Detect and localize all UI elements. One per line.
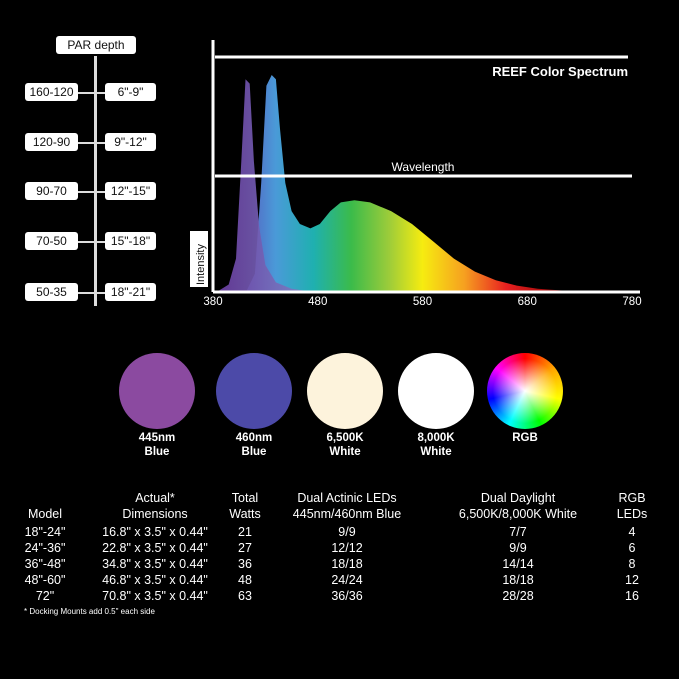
- depth-tick: [97, 92, 105, 94]
- led-color-label: 445nm Blue: [112, 431, 202, 459]
- table-cell: 28/28: [502, 589, 534, 603]
- x-tick-label: 780: [622, 296, 641, 308]
- depth-axis-line: [94, 56, 97, 306]
- x-tick-label: 580: [413, 296, 432, 308]
- table-cell: 14/14: [502, 557, 534, 571]
- par-tick: [78, 142, 94, 144]
- led-color-label-line1: 6,500K: [326, 432, 364, 444]
- depth-value-box: 9"-12": [105, 133, 156, 151]
- table-cell: 48"-60": [24, 573, 66, 587]
- led-color-label-line1: RGB: [512, 432, 538, 444]
- depth-tick: [97, 241, 105, 243]
- table-header: 445nm/460nm Blue: [292, 507, 402, 521]
- table-header: Watts: [229, 507, 261, 521]
- led-color-swatch: [398, 353, 474, 429]
- table-cell: 18"-24": [24, 525, 66, 539]
- table-cell: 9/9: [338, 525, 356, 539]
- table-cell: 24/24: [331, 573, 363, 587]
- table-cell: 22.8" x 3.5" x 0.44": [102, 541, 208, 555]
- depth-tick: [97, 292, 105, 294]
- table-cell: 21: [238, 525, 252, 539]
- table-cell: 12/12: [331, 541, 363, 555]
- table-cell: 70.8" x 3.5" x 0.44": [102, 589, 208, 603]
- led-color-label: 8,000K White: [391, 431, 481, 459]
- table-cell: 48: [238, 573, 252, 587]
- led-color-swatch: [487, 353, 563, 429]
- table-header: Total: [231, 491, 259, 505]
- table-header: Actual*: [135, 491, 175, 505]
- spectrum-chart: REEF Color Spectrum Wavelength Intensity…: [190, 40, 642, 308]
- table-cell: 16.8" x 3.5" x 0.44": [102, 525, 208, 539]
- led-color-label: 6,500K White: [300, 431, 390, 459]
- table-header: Model: [27, 507, 63, 521]
- led-color-label-line2: Blue: [241, 446, 267, 458]
- par-tick: [78, 92, 94, 94]
- led-color-label-line1: 460nm: [235, 432, 273, 444]
- x-tick-label: 380: [203, 296, 222, 308]
- table-cell: 36"-48": [24, 557, 66, 571]
- x-axis-label: Wavelength: [392, 160, 455, 174]
- y-axis-label: Intensity: [195, 244, 207, 285]
- x-tick-label: 480: [308, 296, 327, 308]
- y-axis-label-box: [190, 231, 208, 287]
- table-cell: 63: [238, 589, 252, 603]
- chart-title: REEF Color Spectrum: [492, 64, 628, 79]
- table-cell: 18/18: [331, 557, 363, 571]
- table-cell: 4: [628, 525, 636, 539]
- table-cell: 72": [35, 589, 55, 603]
- led-color-label: RGB: [480, 431, 570, 445]
- table-header: Dimensions: [122, 507, 188, 521]
- table-header: 6,500K/8,000K White: [458, 507, 578, 521]
- table-cell: 7/7: [509, 525, 527, 539]
- depth-value-box: 18"-21": [105, 283, 156, 301]
- table-cell: 46.8" x 3.5" x 0.44": [102, 573, 208, 587]
- led-color-swatch: [216, 353, 292, 429]
- table-header: Dual Daylight: [480, 491, 556, 505]
- x-tick-label: 680: [518, 296, 537, 308]
- table-cell: 24"-36": [24, 541, 66, 555]
- par-tick: [78, 191, 94, 193]
- par-tick: [78, 241, 94, 243]
- table-cell: 12: [625, 573, 639, 587]
- table-header: LEDs: [616, 507, 648, 521]
- table-cell: 9/9: [509, 541, 527, 555]
- table-cell: 6: [628, 541, 636, 555]
- table-cell: 8: [628, 557, 636, 571]
- table-header: Dual Actinic LEDs: [297, 491, 397, 505]
- depth-value-box: 12"-15": [105, 182, 156, 200]
- led-color-swatch: [307, 353, 383, 429]
- par-value-box: 120-90: [25, 133, 78, 151]
- par-value-box: 70-50: [25, 232, 78, 250]
- led-color-label-line2: Blue: [144, 446, 170, 458]
- depth-tick: [97, 191, 105, 193]
- par-value-box: 160-120: [25, 83, 78, 101]
- led-color-label-line2: White: [420, 446, 452, 458]
- depth-tick: [97, 142, 105, 144]
- table-cell: 36: [238, 557, 252, 571]
- led-color-label: 460nm Blue: [209, 431, 299, 459]
- table-cell: 16: [625, 589, 639, 603]
- table-header: RGB: [618, 491, 646, 505]
- par-value-box: 50-35: [25, 283, 78, 301]
- series-area-broad-spectrum: [246, 75, 570, 291]
- par-depth-header: PAR depth: [56, 36, 136, 54]
- table-cell: 27: [238, 541, 252, 555]
- led-color-label-line2: White: [329, 446, 361, 458]
- depth-value-box: 6"-9": [105, 83, 156, 101]
- led-color-swatch: [119, 353, 195, 429]
- depth-value-box: 15"-18": [105, 232, 156, 250]
- footnote: * Docking Mounts add 0.5" each side: [24, 607, 155, 616]
- series-area-445nm-peak: [218, 79, 308, 291]
- led-color-label-line1: 8,000K: [417, 432, 455, 444]
- par-tick: [78, 292, 94, 294]
- led-color-label-line1: 445nm: [138, 432, 176, 444]
- table-cell: 18/18: [502, 573, 534, 587]
- table-cell: 34.8" x 3.5" x 0.44": [102, 557, 208, 571]
- table-cell: 36/36: [331, 589, 363, 603]
- par-value-box: 90-70: [25, 182, 78, 200]
